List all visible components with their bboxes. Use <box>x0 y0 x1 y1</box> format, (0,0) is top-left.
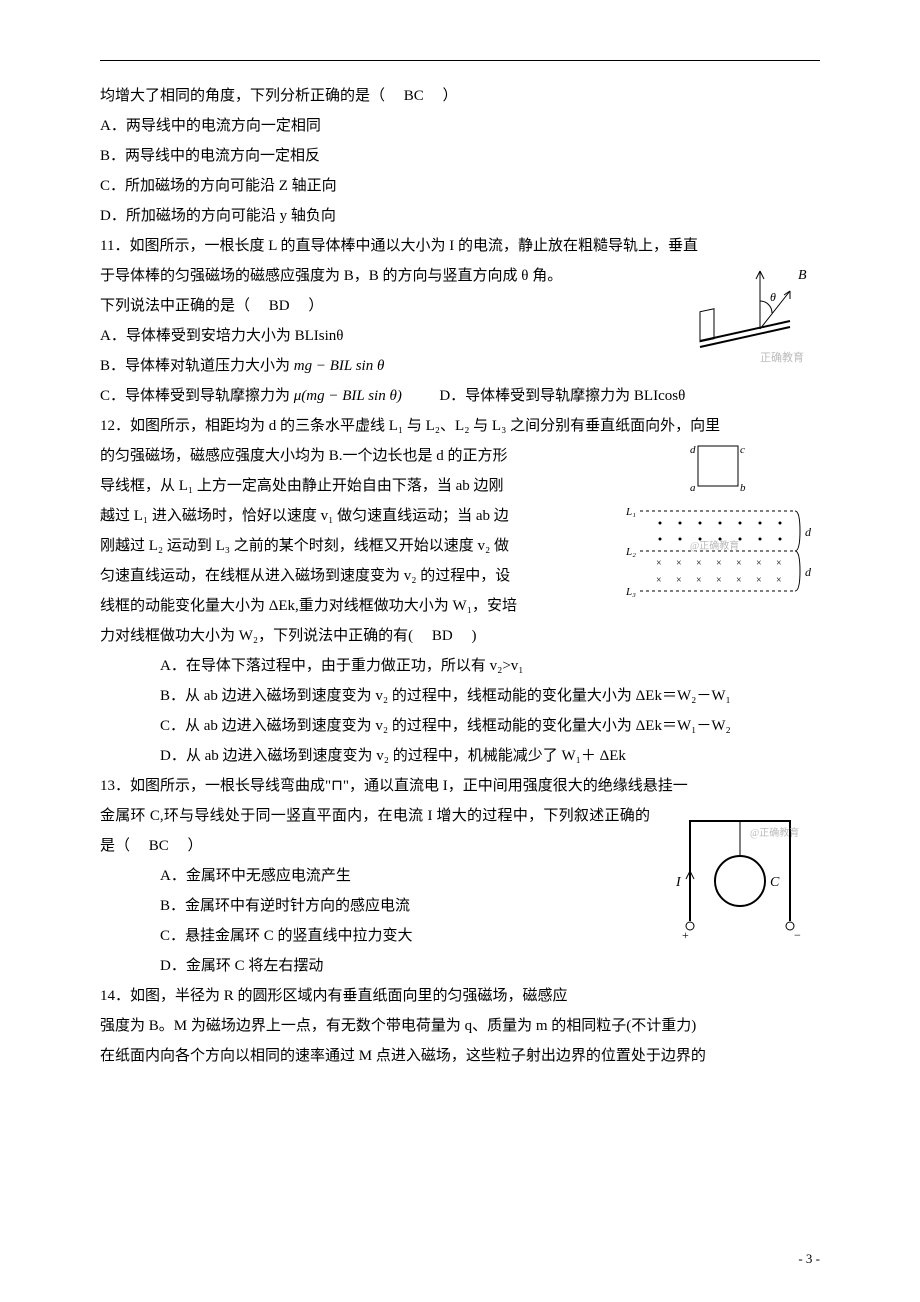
q13-minus: − <box>794 928 801 941</box>
q12-stem1: 12．如图所示，相距均为 d 的三条水平虚线 L₁ 与 L₂、L₂ 与 L₃ 之… <box>100 411 820 441</box>
q11-fig-watermark: 正确教育 <box>760 350 804 364</box>
svg-text:×: × <box>676 575 682 586</box>
q12-d1: d <box>805 525 812 539</box>
q12-opt-c: C．从 ab 边进入磁场到速度变为 v₂ 的过程中，线框动能的变化量大小为 ΔE… <box>100 711 820 741</box>
q13-answer: BC <box>134 838 184 854</box>
q12-d2: d <box>805 565 812 579</box>
q12-L3: L₃ <box>625 586 636 598</box>
q11-stem2b: θ 角。 <box>521 268 562 284</box>
q12-a: a <box>690 482 696 494</box>
q13-stem2b: ） <box>188 838 203 854</box>
svg-text:×: × <box>776 575 782 586</box>
q12-stem8-row: 力对线框做功大小为 W₂，下列说法中正确的有( BD ) <box>100 621 820 651</box>
svg-text:×: × <box>716 558 722 569</box>
q12-d: d <box>690 444 696 456</box>
svg-text:×: × <box>696 558 702 569</box>
q12-svg: d c a b L₁ L₂ × × × × × × × × × × × × × × L₃ <box>620 441 820 601</box>
q11-opt-d: D．导体棒受到导轨摩擦力为 BLIcosθ <box>439 388 685 404</box>
q12-L2: L₂ <box>625 546 636 558</box>
q12-figure: d c a b L₁ L₂ × × × × × × × × × × × × × × L₃ <box>620 441 820 601</box>
svg-text:×: × <box>696 575 702 586</box>
q10-stem-tail: 均增大了相同的角度，下列分析正确的是（ BC ） <box>100 81 820 111</box>
q11-answer: BD <box>254 298 305 314</box>
q11-b-pre: B．导体棒对轨道压力大小为 <box>100 358 294 374</box>
q12-b: b <box>740 482 746 494</box>
q11-c-formula: μ(mg − BIL sin θ) <box>294 388 402 404</box>
q10-opt-b: B．两导线中的电流方向一定相反 <box>100 141 820 171</box>
q14-stem2: 强度为 B。M 为磁场边界上一点，有无数个带电荷量为 q、质量为 m 的相同粒子… <box>100 1011 820 1041</box>
q12-opt-b: B．从 ab 边进入磁场到速度变为 v₂ 的过程中，线框动能的变化量大小为 ΔE… <box>100 681 820 711</box>
q12-opt-a: A．在导体下落过程中，由于重力做正功，所以有 v₂>v₁ <box>100 651 820 681</box>
svg-text:×: × <box>676 558 682 569</box>
page-number: - 3 - <box>798 1246 820 1272</box>
svg-text:×: × <box>756 558 762 569</box>
q11-c-pre: C．导体棒受到导轨摩擦力为 <box>100 388 294 404</box>
q11-opt-c-d-row: C．导体棒受到导轨摩擦力为 μ(mg − BIL sin θ) D．导体棒受到导… <box>100 381 820 411</box>
q11-fig-theta: θ <box>770 290 776 304</box>
page: 均增大了相同的角度，下列分析正确的是（ BC ） A．两导线中的电流方向一定相同… <box>0 0 920 1302</box>
q13-watermark: @正确教育 <box>750 826 799 839</box>
q13-svg: C I + − @正确教育 <box>660 801 820 941</box>
q11-figure: B θ 正确教育 <box>680 261 820 371</box>
q13-C: C <box>770 875 780 890</box>
q10-answer: BC <box>389 88 439 104</box>
q12-c: c <box>740 444 745 456</box>
q11-stem1: 11．如图所示，一根长度 L 的直导体棒中通以大小为 I 的电流，静止放在粗糙导… <box>100 231 820 261</box>
q11-b-formula: mg − BIL sin θ <box>294 358 385 374</box>
q12-opt-d: D．从 ab 边进入磁场到速度变为 v₂ 的过程中，机械能减少了 W₁＋ ΔEk <box>100 741 820 771</box>
q12-answer: BD <box>417 628 468 644</box>
svg-text:×: × <box>756 575 762 586</box>
q11-stem3a: 下列说法中正确的是（ <box>100 298 250 314</box>
q14-stem3: 在纸面内向各个方向以相同的速率通过 M 点进入磁场，这些粒子射出边界的位置处于边… <box>100 1041 820 1071</box>
svg-text:×: × <box>656 558 662 569</box>
q12-stem8b: ) <box>471 628 476 644</box>
q11-svg: B θ 正确教育 <box>680 261 820 371</box>
q13-figure: C I + − @正确教育 <box>660 801 820 941</box>
q13-stem1: 13．如图所示，一根长导线弯曲成"⊓"，通以直流电 I，正中间用强度很大的绝缘线… <box>100 771 820 801</box>
q11-stem3b: ） <box>308 298 323 314</box>
svg-text:×: × <box>656 575 662 586</box>
q13-plus: + <box>682 928 689 941</box>
q11-fig-B: B <box>798 268 807 283</box>
q12-stem8: 力对线框做功大小为 W₂，下列说法中正确的有( <box>100 628 413 644</box>
q12-L1: L₁ <box>625 506 636 518</box>
svg-text:×: × <box>716 575 722 586</box>
svg-text:×: × <box>776 558 782 569</box>
q10-tail2: ） <box>443 88 458 104</box>
q10-opt-a: A．两导线中的电流方向一定相同 <box>100 111 820 141</box>
q11-stem2a: 于导体棒的匀强磁场的磁感应强度为 B，B 的方向与竖直方向成 <box>100 268 518 284</box>
q13-opt-d: D．金属环 C 将左右摆动 <box>100 951 820 981</box>
svg-text:×: × <box>736 558 742 569</box>
q12-watermark: @正确教育 <box>690 539 739 552</box>
svg-text:×: × <box>736 575 742 586</box>
q10-opt-c: C．所加磁场的方向可能沿 Z 轴正向 <box>100 171 820 201</box>
top-rule <box>100 60 820 61</box>
q14-stem1: 14．如图，半径为 R 的圆形区域内有垂直纸面向里的匀强磁场，磁感应 <box>100 981 820 1011</box>
q10-opt-d: D．所加磁场的方向可能沿 y 轴负向 <box>100 201 820 231</box>
q13-I: I <box>675 875 682 890</box>
q10-tail-text: 均增大了相同的角度，下列分析正确的是（ <box>100 88 385 104</box>
